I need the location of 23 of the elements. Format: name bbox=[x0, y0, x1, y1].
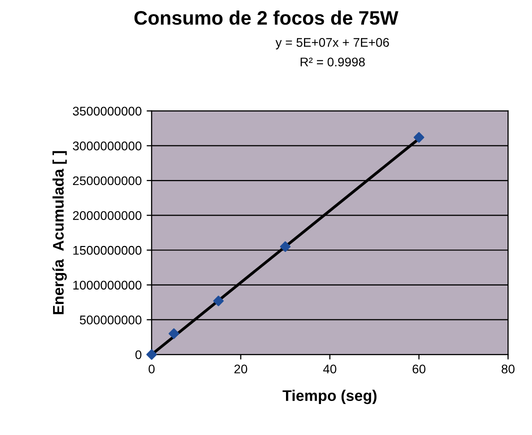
text: y = 5E+07x + 7E+06 bbox=[276, 38, 389, 50]
y-tick-label: 3000000000 bbox=[72, 142, 142, 150]
y-tick-label: 1500000000 bbox=[73, 246, 142, 255]
point bbox=[280, 241, 291, 252]
point bbox=[414, 132, 424, 143]
x-tick-label: 0 bbox=[148, 364, 155, 374]
y-tick-label: 3500000000 bbox=[72, 106, 142, 116]
y-tick-label: 2500000000 bbox=[73, 176, 142, 186]
point bbox=[168, 328, 180, 339]
x-tick-label: 20 bbox=[234, 364, 248, 374]
y-tick-label: 500000000 bbox=[80, 316, 142, 324]
chart-title: Consumo de 2 focos de 75W bbox=[134, 10, 398, 25]
y-tick-label: 0 bbox=[135, 350, 142, 360]
y-tick-label: 1000000000 bbox=[73, 280, 142, 290]
text: R² = 0.9998 bbox=[300, 58, 365, 66]
x-axis-title: Tiempo (seg) bbox=[282, 390, 376, 404]
y-axis-title: Energía Acumulada [ ] bbox=[52, 151, 67, 314]
y-tick-label: 2000000000 bbox=[73, 211, 142, 220]
x-tick-label: 40 bbox=[323, 364, 336, 374]
point bbox=[213, 296, 224, 306]
x-tick-label: 80 bbox=[502, 364, 515, 374]
x-tick-label: 60 bbox=[412, 364, 426, 374]
point bbox=[146, 349, 157, 360]
